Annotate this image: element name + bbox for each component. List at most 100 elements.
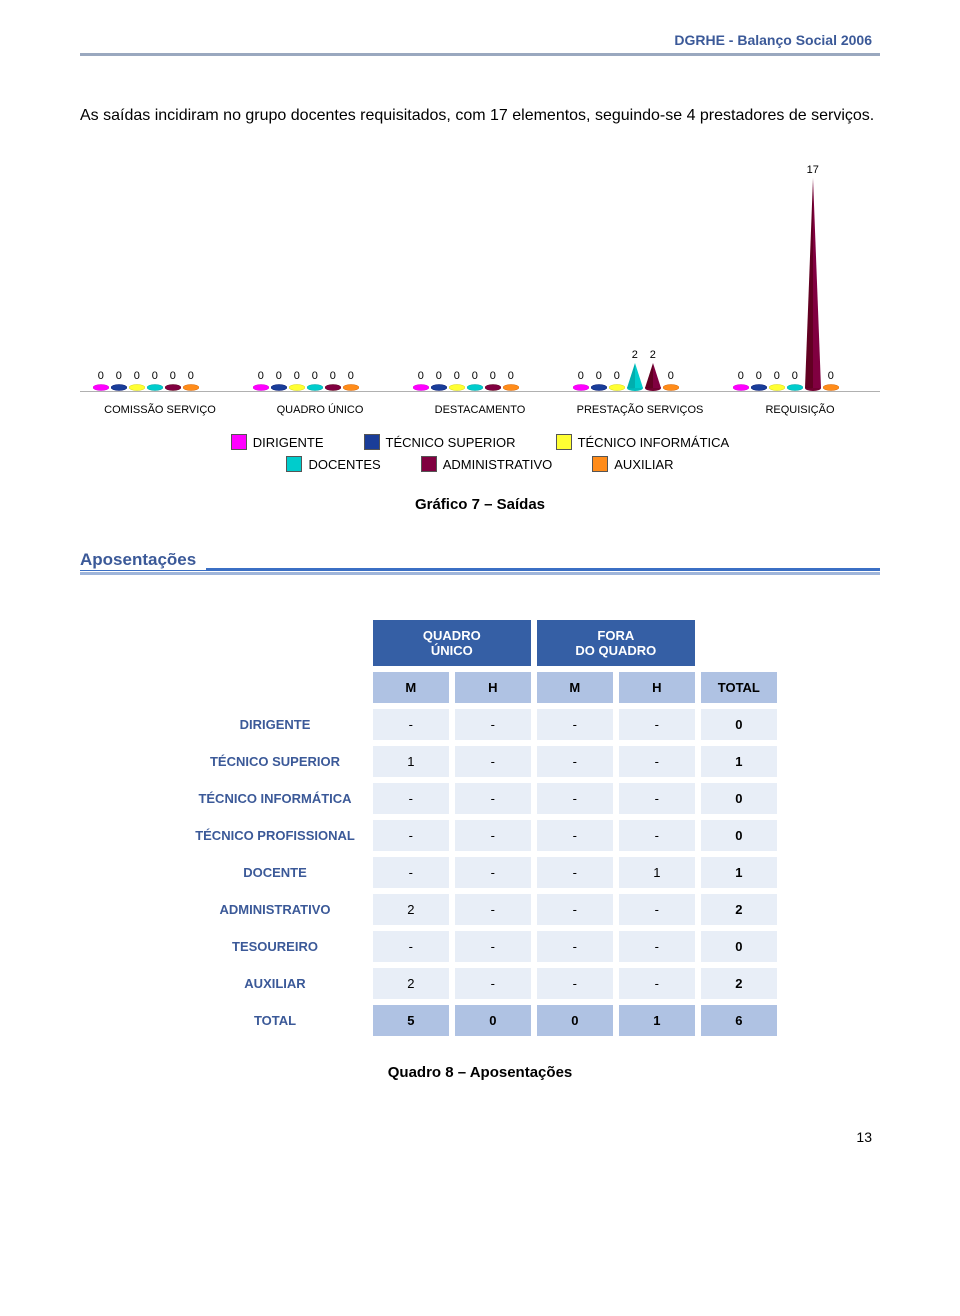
chart-cone: 0 bbox=[663, 384, 679, 391]
chart-value-label: 0 bbox=[614, 370, 620, 382]
row-label: TESOUREIRO bbox=[183, 931, 367, 962]
chart-value-label: 17 bbox=[807, 164, 819, 176]
page-number: 13 bbox=[80, 1129, 880, 1145]
table-cell: 0 bbox=[701, 783, 777, 814]
chart-value-label: 0 bbox=[98, 370, 104, 382]
legend-swatch bbox=[231, 434, 247, 450]
table-total-row: TOTAL50016 bbox=[183, 1005, 777, 1036]
doc-header-title: DGRHE - Balanço Social 2006 bbox=[666, 30, 880, 52]
chart-value-label: 2 bbox=[650, 349, 656, 361]
table-cell: - bbox=[537, 894, 613, 925]
table-row: AUXILIAR2---2 bbox=[183, 968, 777, 999]
chart-value-label: 0 bbox=[490, 370, 496, 382]
table-sub-header: M bbox=[537, 672, 613, 703]
chart-value-label: 0 bbox=[258, 370, 264, 382]
table-cell: 2 bbox=[701, 968, 777, 999]
table-cell: 2 bbox=[373, 968, 449, 999]
chart-value-label: 0 bbox=[348, 370, 354, 382]
intro-paragraph: As saídas incidiram no grupo docentes re… bbox=[80, 101, 880, 131]
row-label: DOCENTE bbox=[183, 857, 367, 888]
table-cell: - bbox=[373, 820, 449, 851]
table-cell: - bbox=[455, 783, 531, 814]
table-cell: - bbox=[619, 968, 695, 999]
chart-value-label: 0 bbox=[170, 370, 176, 382]
legend-item: AUXILIAR bbox=[592, 456, 673, 472]
table-row: TÉCNICO SUPERIOR1---1 bbox=[183, 746, 777, 777]
table-cell: - bbox=[537, 746, 613, 777]
table-cell: - bbox=[619, 931, 695, 962]
chart-cone: 17 bbox=[805, 178, 821, 391]
chart-cone: 0 bbox=[343, 384, 359, 391]
chart-legend: DIRIGENTETÉCNICO SUPERIORTÉCNICO INFORMÁ… bbox=[170, 434, 790, 472]
table-row: ADMINISTRATIVO2---2 bbox=[183, 894, 777, 925]
chart-value-label: 0 bbox=[578, 370, 584, 382]
table-caption: Quadro 8 – Aposentações bbox=[80, 1064, 880, 1081]
legend-label: AUXILIAR bbox=[614, 457, 673, 472]
legend-item: DIRIGENTE bbox=[231, 434, 324, 450]
chart-cone: 0 bbox=[129, 384, 145, 391]
chart-cone: 2 bbox=[627, 363, 643, 391]
table-cell: 2 bbox=[373, 894, 449, 925]
chart-cone: 0 bbox=[325, 384, 341, 391]
table-cell: - bbox=[373, 857, 449, 888]
legend-swatch bbox=[556, 434, 572, 450]
chart-cone: 0 bbox=[93, 384, 109, 391]
table-cell: 0 bbox=[701, 931, 777, 962]
table-total-cell: 0 bbox=[455, 1005, 531, 1036]
legend-item: TÉCNICO INFORMÁTICA bbox=[556, 434, 730, 450]
table-cell: 2 bbox=[701, 894, 777, 925]
row-label: TÉCNICO PROFISSIONAL bbox=[183, 820, 367, 851]
table-row: DIRIGENTE----0 bbox=[183, 709, 777, 740]
table-cell: 1 bbox=[619, 857, 695, 888]
chart-caption: Gráfico 7 – Saídas bbox=[80, 496, 880, 513]
row-label: AUXILIAR bbox=[183, 968, 367, 999]
table-cell: - bbox=[373, 783, 449, 814]
chart-group: 000000 bbox=[253, 161, 397, 391]
chart-cone: 0 bbox=[503, 384, 519, 391]
chart-cone: 0 bbox=[609, 384, 625, 391]
row-label: ADMINISTRATIVO bbox=[183, 894, 367, 925]
chart-value-label: 0 bbox=[596, 370, 602, 382]
chart-value-label: 0 bbox=[472, 370, 478, 382]
table-total-cell: 6 bbox=[701, 1005, 777, 1036]
chart-cone: 0 bbox=[751, 384, 767, 391]
table-total-cell: 0 bbox=[537, 1005, 613, 1036]
table-total-cell: 5 bbox=[373, 1005, 449, 1036]
chart-group: 0000170 bbox=[733, 161, 877, 391]
chart-value-label: 0 bbox=[312, 370, 318, 382]
header-underline bbox=[80, 53, 880, 56]
total-label: TOTAL bbox=[183, 1005, 367, 1036]
chart-category-label: REQUISIÇÃO bbox=[720, 404, 880, 416]
chart-cone: 0 bbox=[467, 384, 483, 391]
chart-value-label: 0 bbox=[454, 370, 460, 382]
table-sub-header: M bbox=[373, 672, 449, 703]
table-cell: - bbox=[373, 931, 449, 962]
row-label: DIRIGENTE bbox=[183, 709, 367, 740]
table-sub-header: TOTAL bbox=[701, 672, 777, 703]
chart-value-label: 0 bbox=[756, 370, 762, 382]
chart-group: 000220 bbox=[573, 161, 717, 391]
chart-cone: 0 bbox=[769, 384, 785, 391]
chart-value-label: 0 bbox=[436, 370, 442, 382]
chart-value-label: 0 bbox=[276, 370, 282, 382]
saidas-chart: 0000000000000000000002200000170 COMISSÃO… bbox=[80, 161, 880, 513]
table-cell: 1 bbox=[701, 857, 777, 888]
chart-value-label: 0 bbox=[116, 370, 122, 382]
chart-value-label: 0 bbox=[668, 370, 674, 382]
table-group-header: FORADO QUADRO bbox=[537, 620, 695, 666]
chart-cone: 0 bbox=[253, 384, 269, 391]
chart-value-label: 0 bbox=[738, 370, 744, 382]
chart-cone: 0 bbox=[733, 384, 749, 391]
table-row: TÉCNICO INFORMÁTICA----0 bbox=[183, 783, 777, 814]
table-cell: - bbox=[619, 894, 695, 925]
table-total-cell: 1 bbox=[619, 1005, 695, 1036]
chart-axis-labels: COMISSÃO SERVIÇOQUADRO ÚNICODESTACAMENTO… bbox=[80, 404, 880, 416]
chart-value-label: 0 bbox=[792, 370, 798, 382]
section-title: Aposentações bbox=[80, 550, 206, 570]
table-cell: - bbox=[455, 968, 531, 999]
table-cell: - bbox=[619, 783, 695, 814]
table-sub-header: H bbox=[455, 672, 531, 703]
legend-label: TÉCNICO INFORMÁTICA bbox=[578, 435, 730, 450]
legend-label: DIRIGENTE bbox=[253, 435, 324, 450]
table-cell: - bbox=[455, 857, 531, 888]
